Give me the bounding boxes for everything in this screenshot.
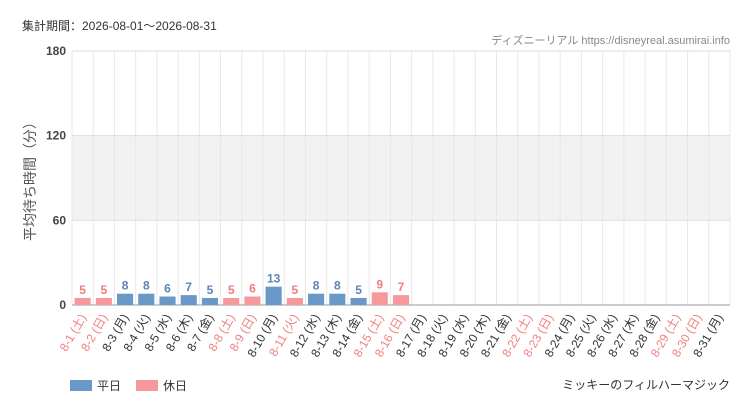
bar: [223, 297, 240, 305]
value-label: 5: [100, 283, 107, 297]
source: ディズニーリアル https://disneyreal.asumirai.inf…: [491, 33, 730, 47]
grid-band: [72, 135, 730, 221]
value-label: 8: [122, 279, 129, 293]
value-label: 9: [376, 277, 383, 291]
bar: [244, 296, 261, 305]
bar: [159, 296, 176, 305]
y-tick-label: 120: [46, 129, 66, 143]
legend-label: 平日: [97, 379, 121, 393]
value-label: 5: [207, 283, 214, 297]
value-label: 8: [313, 279, 320, 293]
attraction-name: ミッキーのフィルハーマジック: [562, 378, 730, 392]
bar: [138, 293, 155, 305]
value-label: 5: [79, 283, 86, 297]
value-label: 6: [164, 282, 171, 296]
y-tick-label: 0: [59, 298, 66, 312]
legend-label: 休日: [163, 379, 187, 393]
value-label: 6: [249, 282, 256, 296]
bar: [201, 297, 219, 305]
value-label: 5: [355, 283, 362, 297]
bar: [74, 297, 91, 305]
legend-swatch: [136, 380, 158, 391]
bar: [95, 297, 112, 305]
y-axis-label: 平均待ち時間（分）: [22, 115, 38, 241]
bar: [180, 295, 197, 305]
value-label: 7: [185, 280, 192, 294]
legend-swatch: [70, 380, 92, 391]
value-label: 5: [292, 283, 299, 297]
value-label: 5: [228, 283, 235, 297]
bar: [392, 295, 410, 305]
bar: [265, 286, 282, 305]
value-label: 7: [398, 280, 405, 294]
bar: [116, 293, 134, 305]
bar: [286, 297, 303, 305]
y-tick-label: 180: [46, 44, 66, 58]
value-label: 8: [334, 279, 341, 293]
value-label: 8: [143, 279, 150, 293]
y-tick-label: 60: [53, 213, 67, 227]
bar: [350, 297, 367, 305]
chart-title: 集計期間：2026-08-01～2026-08-31: [22, 18, 217, 33]
value-label: 13: [267, 272, 281, 286]
bar: [371, 292, 388, 305]
bar: [308, 293, 325, 305]
bar: [329, 293, 346, 305]
